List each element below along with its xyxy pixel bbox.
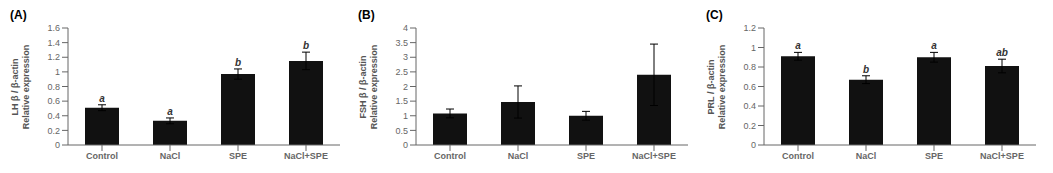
svg-text:NaCl: NaCl [856,151,877,161]
svg-text:Control: Control [434,151,466,161]
svg-text:1.4: 1.4 [47,38,60,48]
svg-text:1: 1 [751,43,756,53]
svg-text:b: b [235,57,241,68]
svg-text:0.5: 0.5 [395,126,408,136]
svg-text:NaCl: NaCl [160,151,181,161]
svg-text:a: a [795,40,801,51]
svg-text:3: 3 [403,52,408,62]
svg-text:b: b [863,64,869,75]
svg-text:a: a [167,106,173,117]
html-text:(B): (B) [358,8,375,22]
svg-text:0.2: 0.2 [743,121,756,131]
svg-text:1: 1 [55,67,60,77]
svg-text:SPE: SPE [229,151,247,161]
svg-text:1.6: 1.6 [47,23,60,33]
svg-text:0.2: 0.2 [47,126,60,136]
svg-text:1.2: 1.2 [743,23,756,33]
svg-text:1.2: 1.2 [47,52,60,62]
svg-text:0: 0 [55,140,60,150]
svg-text:0: 0 [403,140,408,150]
svg-text:1: 1 [403,111,408,121]
html-text:FSH β / β-actin: FSH β / β-actin [358,55,368,118]
svg-text:ab: ab [996,47,1008,58]
html-text:Relative expression: Relative expression [717,44,727,129]
svg-text:2.5: 2.5 [395,67,408,77]
html-text:(C): (C) [706,8,723,22]
svg-text:NaCl: NaCl [508,151,529,161]
svg-text:0.8: 0.8 [743,62,756,72]
html-text:(A): (A) [10,8,27,22]
svg-text:SPE: SPE [577,151,595,161]
svg-text:4: 4 [403,23,408,33]
svg-text:NaCl+SPE: NaCl+SPE [632,151,676,161]
svg-text:0.6: 0.6 [743,82,756,92]
svg-text:0.8: 0.8 [47,82,60,92]
svg-text:0.6: 0.6 [47,96,60,106]
svg-text:NaCl+SPE: NaCl+SPE [284,151,328,161]
html-text:PRL / β-actin: PRL / β-actin [706,59,716,114]
html-text:Relative expression: Relative expression [369,44,379,129]
svg-text:a: a [931,40,937,51]
svg-text:0.4: 0.4 [743,101,756,111]
html-text:LH β / β-actin: LH β / β-actin [10,58,20,115]
svg-text:a: a [99,93,105,104]
svg-text:NaCl+SPE: NaCl+SPE [980,151,1024,161]
svg-text:3.5: 3.5 [395,38,408,48]
svg-text:b: b [303,40,309,51]
svg-text:1.5: 1.5 [395,96,408,106]
html-text:Relative expression: Relative expression [21,44,31,129]
svg-text:0.4: 0.4 [47,111,60,121]
svg-text:Control: Control [782,151,814,161]
svg-text:0: 0 [751,140,756,150]
svg-text:2: 2 [403,82,408,92]
svg-text:Control: Control [86,151,118,161]
svg-text:SPE: SPE [925,151,943,161]
